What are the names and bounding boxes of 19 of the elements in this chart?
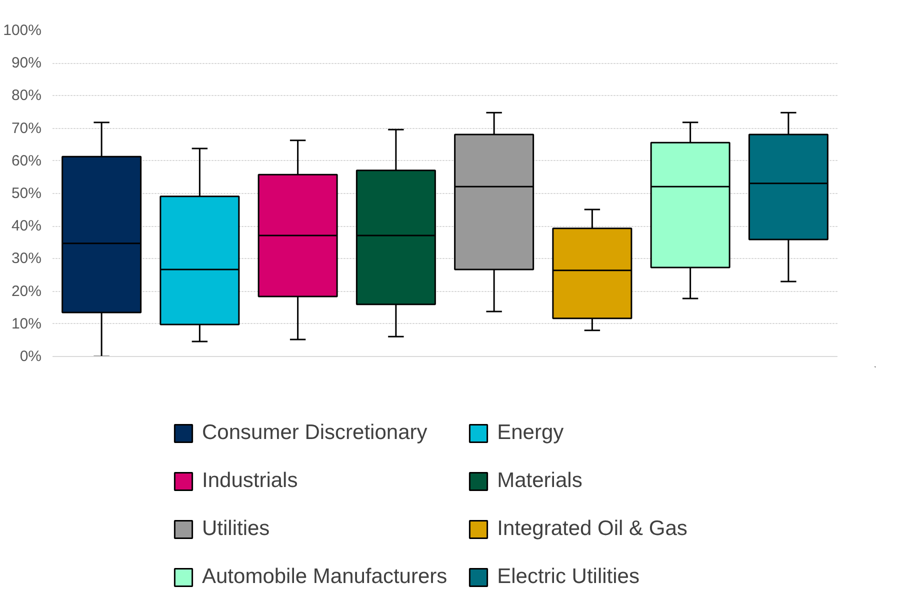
legend-label: Electric Utilities [497, 564, 640, 590]
legend-label: Integrated Oil & Gas [497, 516, 688, 542]
y-tick-label: 50% [11, 185, 42, 202]
y-tick-label: 0% [20, 348, 42, 365]
legend-label: Automobile Manufacturers [202, 564, 448, 590]
y-tick-label: 90% [11, 54, 42, 72]
legend-label: Materials [497, 468, 582, 494]
legend-label: Industrials [202, 468, 298, 494]
y-tick-label: 100% [3, 22, 42, 39]
y-tick-label: 30% [11, 250, 42, 268]
legend-label: Utilities [202, 516, 270, 542]
y-tick-label: 20% [11, 282, 42, 300]
y-tick-label: 70% [11, 120, 42, 137]
legend-label: Energy [497, 420, 564, 446]
y-tick-label: 60% [11, 152, 42, 170]
y-tick-label: 40% [11, 218, 42, 235]
y-tick-label: 80% [11, 87, 42, 104]
legend-label: Consumer Discretionary [202, 420, 428, 446]
y-tick-label: 10% [11, 315, 42, 332]
